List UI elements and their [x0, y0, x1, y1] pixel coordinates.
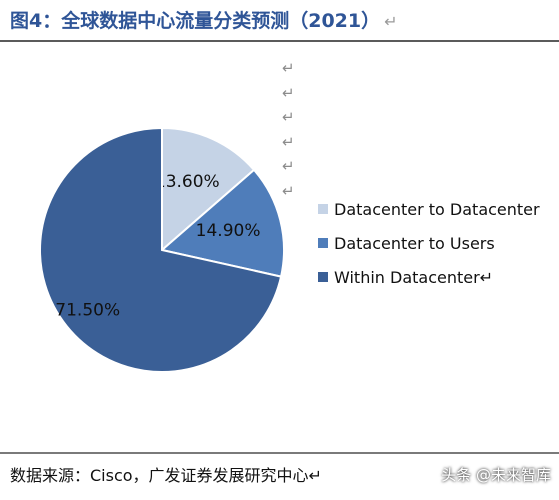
legend-swatch-3 [318, 272, 328, 282]
data-label-2: 14.90% [196, 221, 261, 241]
data-label-1: 13.60% [155, 172, 220, 192]
paragraph-mark-icon: ↵ [384, 12, 398, 31]
bottom-divider [0, 452, 559, 454]
data-label-3: 71.50% [55, 301, 120, 321]
pie-slice-1 [161, 126, 256, 253]
paragraph-mark-icon: ↵ [282, 181, 295, 200]
paragraph-mark-icon: ↵ [282, 157, 295, 176]
paragraph-mark-icon: ↵ [282, 108, 295, 127]
top-divider [0, 40, 559, 42]
pie-slice-2 [159, 168, 285, 278]
legend-swatch-2 [318, 238, 328, 248]
paragraph-marks: ↵ ↵ ↵ ↵ ↵ ↵ [282, 56, 300, 204]
paragraph-mark-icon: ↵ [282, 83, 295, 102]
legend-label-3: Within Datacenter↵ [334, 268, 493, 287]
legend-swatch-1 [318, 204, 328, 214]
pie-chart: 13.60% 14.90% 71.50% Datacenter to Datacent… [38, 126, 540, 373]
source-note: 数据来源：Cisco，广发证券发展研究中心↵ [10, 466, 322, 485]
chart-title-text: 图4：全球数据中心流量分类预测（2021） [10, 10, 381, 32]
legend-label-2: Datacenter to Users [334, 234, 495, 253]
pie-slice-3 [38, 126, 283, 373]
watermark: 头条 @未来智库 [441, 466, 551, 484]
legend-label-1: Datacenter to Datacenter [334, 200, 540, 219]
paragraph-mark-icon: ↵ [282, 59, 295, 77]
paragraph-mark-icon: ↵ [282, 132, 295, 151]
chart-title: 图4：全球数据中心流量分类预测（2021） ↵ [10, 6, 398, 33]
